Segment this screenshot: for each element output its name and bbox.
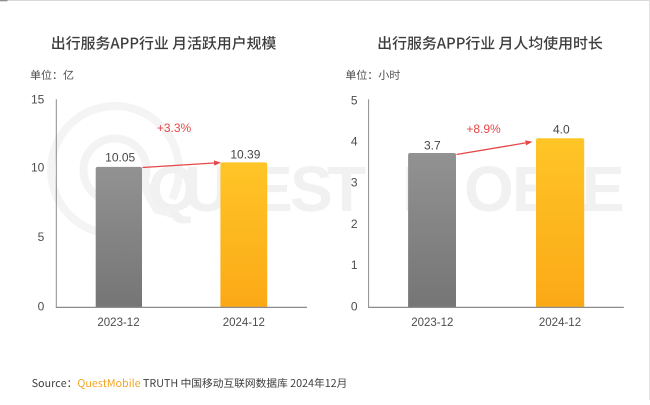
svg-text:2024-12: 2024-12: [223, 317, 265, 329]
svg-text:+3.3%: +3.3%: [157, 121, 192, 135]
svg-text:2023-12: 2023-12: [97, 317, 139, 329]
svg-text:15: 15: [31, 92, 45, 106]
svg-text:2023-12: 2023-12: [411, 317, 453, 329]
svg-text:2: 2: [351, 217, 358, 231]
svg-text:0: 0: [351, 299, 358, 313]
svg-text:3: 3: [351, 176, 358, 190]
svg-text:4.0: 4.0: [553, 123, 570, 137]
svg-text:2024-12: 2024-12: [539, 317, 581, 329]
svg-text:10.05: 10.05: [105, 151, 135, 165]
svg-text:1: 1: [351, 258, 358, 272]
svg-text:0: 0: [38, 299, 45, 313]
svg-text:3.7: 3.7: [424, 139, 441, 153]
svg-text:5: 5: [38, 230, 45, 244]
svg-text:4: 4: [351, 135, 358, 149]
svg-text:+8.9%: +8.9%: [466, 122, 501, 136]
svg-text:10: 10: [31, 160, 45, 174]
svg-text:5: 5: [351, 93, 358, 107]
svg-text:10.39: 10.39: [230, 148, 260, 162]
